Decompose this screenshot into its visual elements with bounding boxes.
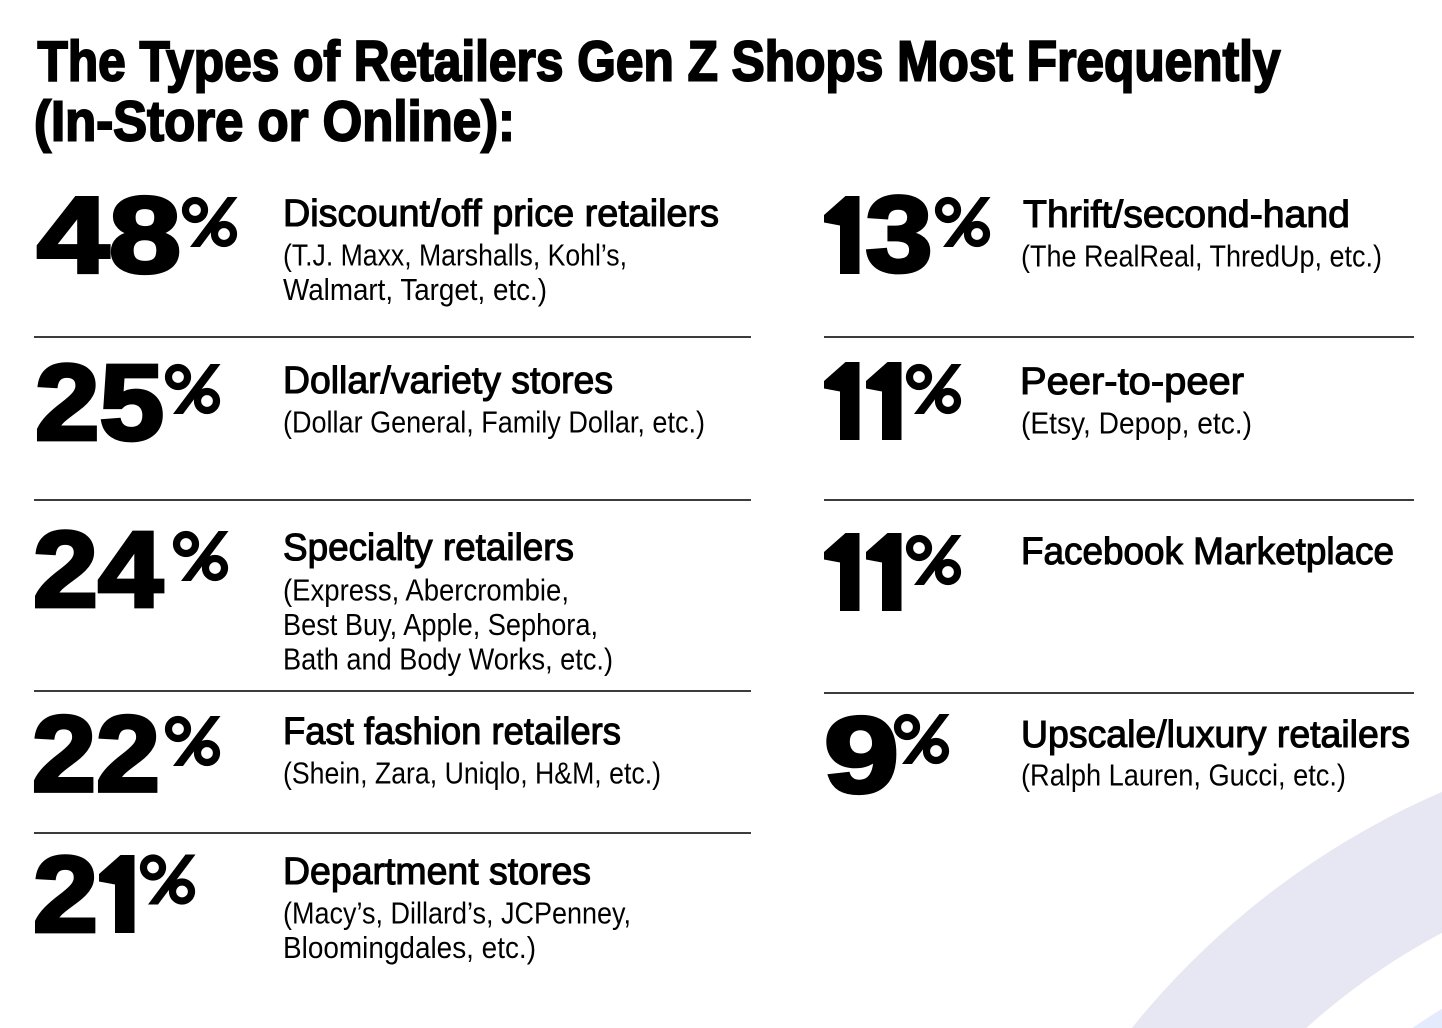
svg-text:22: 22 bbox=[32, 693, 160, 814]
svg-text:Peer-to-peer: Peer-to-peer bbox=[1020, 361, 1244, 403]
svg-text:Bath and Body Works, etc.): Bath and Body Works, etc.) bbox=[283, 642, 613, 677]
svg-text:Best Buy, Apple, Sephora,: Best Buy, Apple, Sephora, bbox=[283, 607, 598, 642]
svg-text:24: 24 bbox=[33, 509, 163, 630]
svg-text:(T.J. Maxx, Marshalls, Kohl’s,: (T.J. Maxx, Marshalls, Kohl’s, bbox=[283, 237, 627, 272]
svg-text:Upscale/luxury retailers: Upscale/luxury retailers bbox=[1021, 714, 1410, 756]
svg-text:Thrift/second-hand: Thrift/second-hand bbox=[1023, 194, 1350, 236]
svg-text:(The RealReal, ThredUp, etc.): (The RealReal, ThredUp, etc.) bbox=[1021, 238, 1382, 273]
svg-text:Walmart, Target, etc.): Walmart, Target, etc.) bbox=[283, 272, 547, 307]
svg-text:3: 3 bbox=[866, 174, 933, 295]
svg-text:9: 9 bbox=[824, 694, 899, 815]
svg-text:48: 48 bbox=[37, 174, 181, 295]
svg-text:Department stores: Department stores bbox=[283, 851, 591, 893]
svg-text:Specialty retailers: Specialty retailers bbox=[283, 527, 574, 569]
svg-text:Fast fashion retailers: Fast fashion retailers bbox=[283, 711, 621, 753]
svg-text:(Ralph Lauren, Gucci, etc.): (Ralph Lauren, Gucci, etc.) bbox=[1021, 757, 1346, 792]
svg-text:(Etsy, Depop, etc.): (Etsy, Depop, etc.) bbox=[1021, 405, 1252, 440]
svg-text:(Dollar General, Family Dollar: (Dollar General, Family Dollar, etc.) bbox=[283, 404, 705, 439]
svg-text:Bloomingdales, etc.): Bloomingdales, etc.) bbox=[283, 930, 536, 965]
svg-text:(Shein, Zara, Uniqlo, H&M, etc: (Shein, Zara, Uniqlo, H&M, etc.) bbox=[283, 755, 661, 790]
svg-text:2: 2 bbox=[33, 834, 98, 955]
svg-text:(In-Store or Online):: (In-Store or Online): bbox=[34, 90, 515, 154]
svg-text:The Types of Retailers Gen Z S: The Types of Retailers Gen Z Shops Most … bbox=[38, 30, 1281, 94]
svg-text:Facebook Marketplace: Facebook Marketplace bbox=[1021, 531, 1394, 573]
svg-text:(Macy’s, Dillard’s, JCPenney,: (Macy’s, Dillard’s, JCPenney, bbox=[283, 895, 631, 930]
svg-text:Dollar/variety stores: Dollar/variety stores bbox=[283, 360, 613, 402]
svg-text:(Express, Abercrombie,: (Express, Abercrombie, bbox=[283, 572, 569, 607]
svg-text:Discount/off price retailers: Discount/off price retailers bbox=[283, 193, 719, 235]
svg-text:25: 25 bbox=[35, 342, 164, 463]
